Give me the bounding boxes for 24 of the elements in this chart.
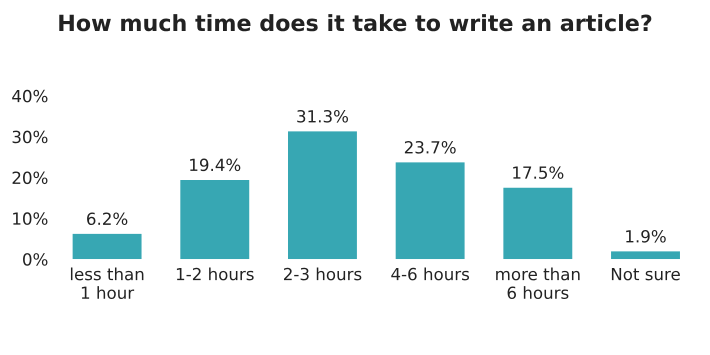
data-label: 19.4% (190, 158, 240, 172)
bar (72, 234, 142, 260)
bar (180, 180, 250, 260)
y-tick-label: 10% (13, 212, 48, 225)
x-tick-label: less than 1 hour (70, 267, 144, 300)
x-tick-label: Not sure (612, 268, 680, 280)
x-tick-label: more than 6 hours (496, 267, 580, 300)
y-tick-label: 30% (12, 130, 48, 144)
data-label: 17.5% (513, 166, 564, 179)
bar (288, 131, 357, 260)
y-tick-label: 20% (12, 171, 48, 184)
bar (396, 162, 465, 260)
x-tick-label: 4-6 hours (391, 267, 470, 280)
x-tick-label: 2-3 hours (284, 267, 362, 280)
y-tick-label: 0% (23, 253, 48, 266)
data-label: 6.2% (87, 212, 128, 226)
data-label: 1.9% (626, 230, 666, 243)
bar (611, 251, 680, 260)
chart-title: How much time does it take to write an article? (59, 14, 652, 32)
bar (503, 188, 572, 260)
data-label: 31.3% (297, 110, 348, 123)
data-label: 23.7% (404, 141, 456, 154)
y-tick-label: 40% (12, 90, 48, 102)
x-tick-label: 1-2 hours (176, 267, 254, 280)
